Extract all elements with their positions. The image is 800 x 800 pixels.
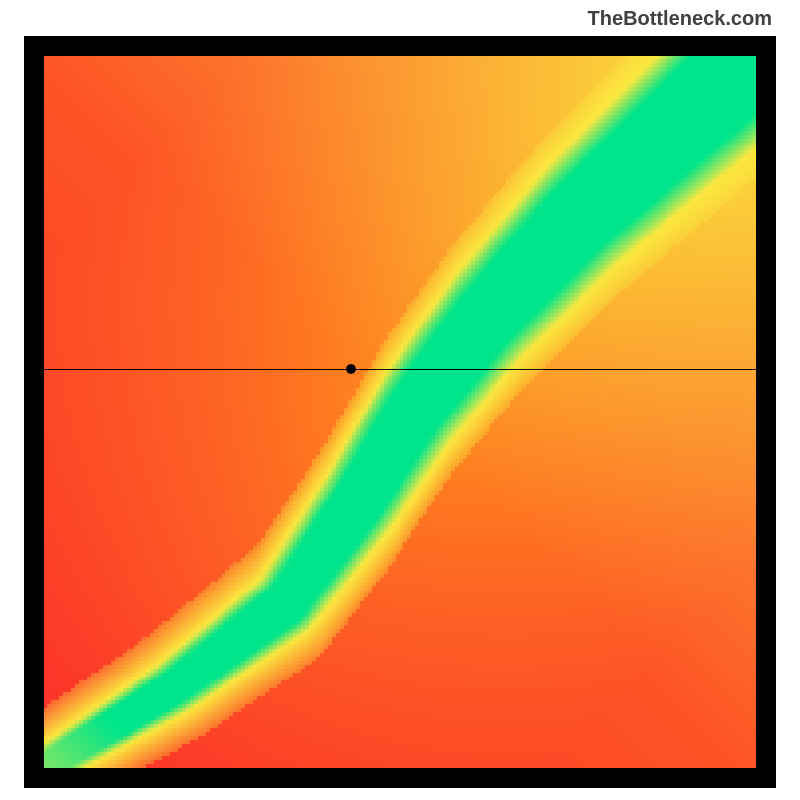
attribution-label: TheBottleneck.com bbox=[588, 8, 772, 31]
container: TheBottleneck.com bbox=[0, 0, 800, 800]
crosshair-horizontal bbox=[44, 369, 756, 370]
chart-plot-area bbox=[44, 56, 756, 768]
heatmap-canvas bbox=[44, 56, 756, 768]
chart-frame bbox=[24, 36, 776, 788]
